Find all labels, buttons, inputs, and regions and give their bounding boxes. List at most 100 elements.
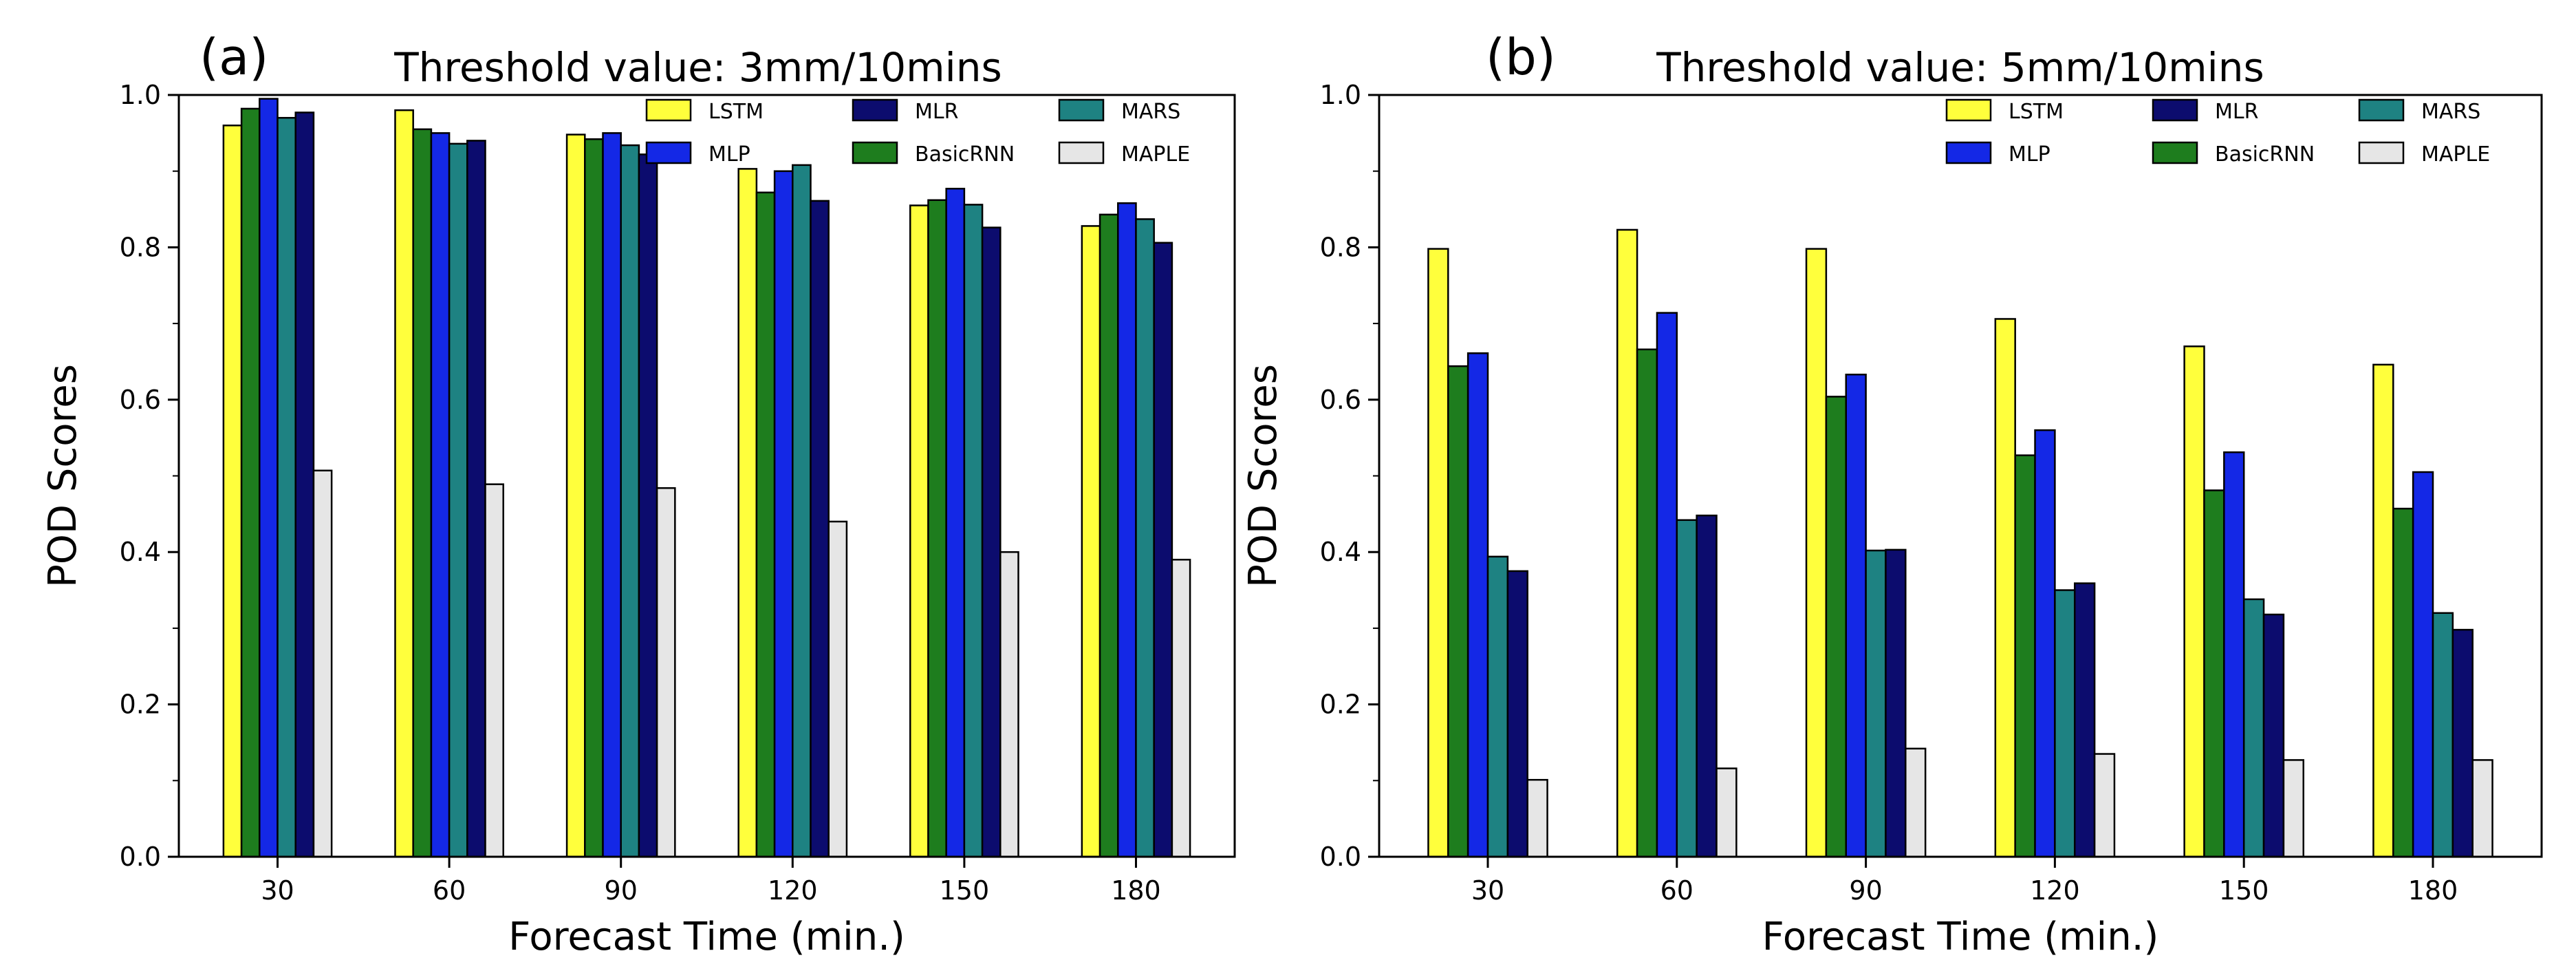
bar-mlp-90 xyxy=(1845,374,1867,858)
bar-mlr-30 xyxy=(1506,570,1528,858)
x-tick-label: 30 xyxy=(261,875,294,906)
bar-lstm-180 xyxy=(1081,225,1101,858)
legend-swatch-basicrnn xyxy=(2152,141,2198,164)
bar-mlr-90 xyxy=(1885,548,1907,858)
bar-maple-30 xyxy=(1526,778,1548,858)
y-tick-label: 0.0 xyxy=(1320,842,1361,872)
bar-lstm-30 xyxy=(1427,248,1449,858)
bar-mlp-150 xyxy=(945,187,966,858)
legend: LSTM MLP MLR BasicRNN MARS MAPLE xyxy=(645,98,1190,167)
y-tick-label: 0.6 xyxy=(1320,385,1361,415)
bar-basicrnn-150 xyxy=(927,199,947,858)
legend-label-basicrnn: BasicRNN xyxy=(2215,142,2315,167)
bar-lstm-30 xyxy=(222,125,243,858)
x-tick-label: 150 xyxy=(940,875,990,906)
bar-mlp-90 xyxy=(602,132,622,858)
bar-mlr-150 xyxy=(981,226,1002,858)
x-tick-label: 30 xyxy=(1471,875,1504,906)
y-tick-label: 0.6 xyxy=(120,385,161,415)
bar-lstm-180 xyxy=(2372,363,2394,858)
bar-basicrnn-150 xyxy=(2203,489,2225,858)
bar-mars-120 xyxy=(2054,589,2076,858)
x-tick-label: 180 xyxy=(1111,875,1161,906)
bar-mars-180 xyxy=(2432,612,2454,858)
legend-swatch-mlr xyxy=(852,98,898,122)
y-tick-label: 1.0 xyxy=(120,80,161,110)
bar-mlr-90 xyxy=(638,153,658,858)
bar-basicrnn-60 xyxy=(1636,348,1658,858)
legend-swatch-mlp xyxy=(1945,141,1992,164)
bar-mars-150 xyxy=(963,204,984,858)
bar-maple-180 xyxy=(2471,759,2493,858)
legend-label-lstm: LSTM xyxy=(2009,100,2064,124)
bar-mlp-30 xyxy=(1466,352,1489,858)
bar-mars-150 xyxy=(2242,598,2265,858)
bar-mlp-150 xyxy=(2223,451,2245,858)
x-axis-title: Forecast Time (min.) xyxy=(1762,915,2159,959)
bar-mlr-60 xyxy=(1696,514,1718,858)
bar-lstm-120 xyxy=(1994,318,2016,858)
chart-title: Threshold value: 5mm/10mins xyxy=(1656,44,2264,91)
y-tick-label: 0.2 xyxy=(1320,690,1361,720)
bar-mlr-150 xyxy=(2262,613,2285,858)
bar-maple-150 xyxy=(2282,759,2305,858)
bar-mars-60 xyxy=(448,142,468,858)
bar-basicrnn-120 xyxy=(755,191,776,858)
bar-mlr-180 xyxy=(1153,242,1173,858)
x-tick-label: 60 xyxy=(1660,875,1693,906)
legend-label-mlr: MLR xyxy=(915,100,958,124)
bar-mars-180 xyxy=(1135,218,1155,858)
y-tick-label: 0.8 xyxy=(1320,232,1361,262)
legend-label-maple: MAPLE xyxy=(1121,142,1190,167)
bar-lstm-60 xyxy=(394,109,414,858)
bar-mars-30 xyxy=(1486,555,1509,858)
y-tick-label: 0.8 xyxy=(120,232,161,262)
chart-panel-a: (a) Threshold value: 3mm/10mins 0.0 0.2 0.4 0… xyxy=(41,28,1236,959)
chart-title: Threshold value: 3mm/10mins xyxy=(393,44,1002,91)
bar-basicrnn-180 xyxy=(1098,213,1119,858)
x-tick-label: 90 xyxy=(605,875,638,906)
y-tick-label: 0.4 xyxy=(1320,537,1361,567)
bar-maple-60 xyxy=(484,483,504,858)
bar-mlp-120 xyxy=(773,170,794,858)
bar-lstm-150 xyxy=(909,204,929,858)
bar-mars-30 xyxy=(277,116,296,858)
bar-basicrnn-90 xyxy=(584,138,604,858)
plot-frame xyxy=(177,94,1236,858)
y-tick-label: 0.2 xyxy=(120,690,161,720)
y-tick-label: 0.0 xyxy=(120,842,161,872)
bar-maple-30 xyxy=(312,469,333,858)
legend-swatch-basicrnn xyxy=(852,141,898,164)
bar-maple-150 xyxy=(999,551,1019,858)
x-tick-label: 90 xyxy=(1849,875,1882,906)
bar-mlr-120 xyxy=(2074,582,2096,858)
legend-swatch-mars xyxy=(1058,98,1105,122)
bar-lstm-60 xyxy=(1616,228,1638,858)
bar-lstm-90 xyxy=(1805,248,1828,858)
chart-panel-b: (b) Threshold value: 5mm/10mins 0.0 0.2 0.4 0… xyxy=(1241,28,2543,959)
bar-mlp-180 xyxy=(2412,471,2434,858)
x-axis-title: Forecast Time (min.) xyxy=(508,915,905,959)
y-axis-title: POD Scores xyxy=(1241,364,1286,588)
panel-label: (b) xyxy=(1486,28,1556,86)
bar-lstm-120 xyxy=(737,168,758,858)
legend-swatch-lstm xyxy=(645,98,692,122)
legend-swatch-lstm xyxy=(1945,98,1992,122)
bar-mars-60 xyxy=(1676,519,1698,858)
bar-mlp-60 xyxy=(1656,312,1678,858)
bar-mlp-30 xyxy=(259,98,279,858)
bar-maple-120 xyxy=(2093,753,2116,858)
legend-label-basicrnn: BasicRNN xyxy=(915,142,1015,167)
bar-maple-90 xyxy=(1905,747,1927,858)
legend: LSTM MLP MLR BasicRNN MARS MAPLE xyxy=(1945,98,2490,167)
legend-label-mlr: MLR xyxy=(2215,100,2258,124)
bar-mlr-180 xyxy=(2451,628,2474,858)
y-tick-label: 0.4 xyxy=(120,537,161,567)
bar-basicrnn-120 xyxy=(2014,454,2036,858)
y-tick-label: 1.0 xyxy=(1320,80,1361,110)
bar-mlp-120 xyxy=(2034,429,2056,858)
x-tick-label: 60 xyxy=(433,875,466,906)
bar-lstm-150 xyxy=(2183,345,2205,858)
bar-maple-120 xyxy=(827,520,848,858)
